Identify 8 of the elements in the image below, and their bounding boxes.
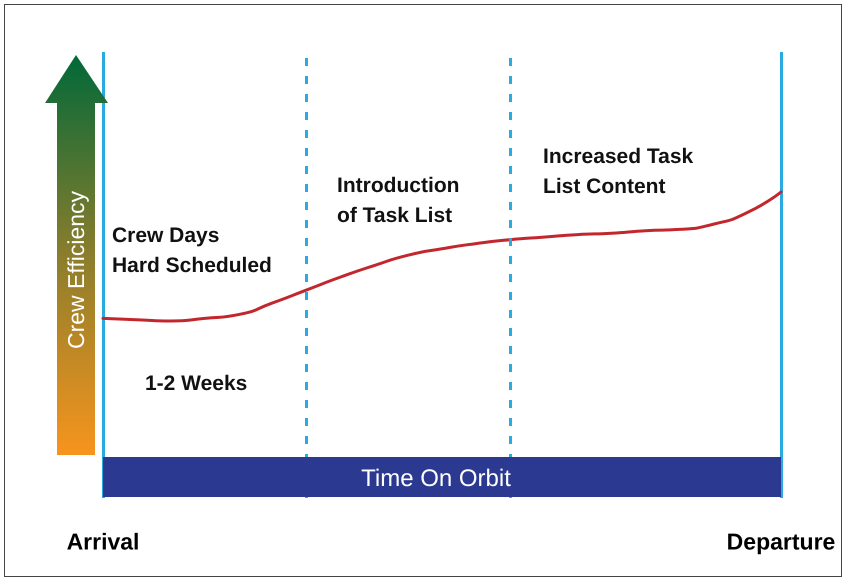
y-axis-title: Crew Efficiency <box>63 190 89 350</box>
x-tick-label: Arrival <box>66 528 140 554</box>
text: 1-2 Weeks <box>145 372 248 395</box>
annotation: Introduction of Task List <box>337 174 460 227</box>
annotation: Crew Days Hard Scheduled <box>112 224 272 277</box>
x-tick-label: Departure <box>726 528 836 554</box>
annotation: Increased Task List Content <box>543 145 694 198</box>
x-axis-title: Time On Orbit <box>361 465 512 492</box>
